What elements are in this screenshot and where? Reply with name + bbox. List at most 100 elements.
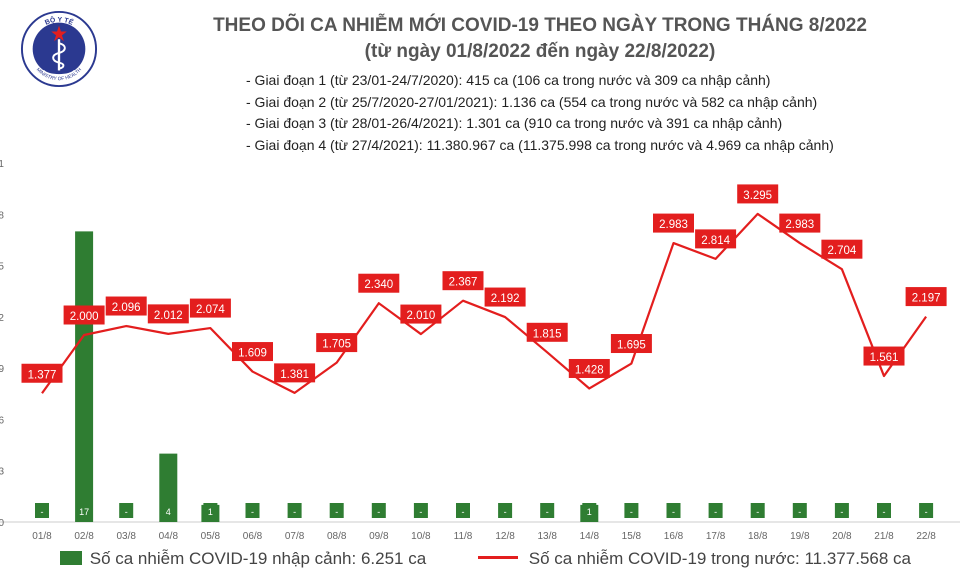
- line-data-label: 1.815: [533, 328, 562, 340]
- x-tick-label: 04/8: [159, 531, 179, 542]
- legend-bar-label: Số ca nhiễm COVID-19 nhập cảnh: 6.251 ca: [89, 549, 427, 568]
- legend-line-label: Số ca nhiễm COVID-19 trong nước: 11.377.…: [528, 549, 911, 568]
- line-label-box: [568, 358, 610, 378]
- line-data-label: 2.074: [196, 304, 225, 316]
- serpent-icon: [52, 42, 66, 70]
- x-tick-label: 19/8: [790, 531, 810, 542]
- bar-data-label: -: [125, 507, 128, 517]
- x-tick-label: 03/8: [116, 531, 136, 542]
- line-label-box: [358, 273, 400, 293]
- x-tick-label: 11/8: [454, 531, 473, 542]
- bar-label-box: [750, 503, 765, 518]
- bar-data-label: -: [714, 507, 717, 517]
- left-axis-tick-label: 0: [0, 518, 4, 529]
- line-data-label: 1.377: [28, 369, 57, 381]
- x-tick-label: 15/8: [622, 531, 642, 542]
- line-data-label: 2.010: [407, 310, 436, 322]
- x-tick-label: 22/8: [916, 531, 936, 542]
- line-label-box: [526, 322, 568, 342]
- line-label-box: [737, 184, 779, 204]
- x-tick-label: 07/8: [285, 531, 305, 542]
- legend-line-swatch: [478, 556, 518, 559]
- x-tick-label: 13/8: [537, 531, 557, 542]
- bar-data-label: -: [41, 507, 44, 517]
- left-axis-tick-label: 12: [0, 313, 4, 324]
- line-data-label: 2.197: [912, 293, 941, 305]
- bar-label-box: [161, 503, 176, 518]
- line-label-box: [610, 334, 652, 354]
- bar-data-label: -: [798, 507, 801, 517]
- bar-data-label: 17: [79, 507, 89, 517]
- x-tick-label: 12/8: [495, 531, 515, 542]
- ministry-of-health-logo: BỘ Y TẾ MINISTRY OF HEALTH: [20, 10, 98, 88]
- period-note: - Giai đoạn 3 (từ 28/01-26/4/2021): 1.30…: [246, 115, 783, 131]
- bar-label-box: [203, 503, 218, 518]
- bar-label-box: [540, 503, 555, 518]
- bar-data-label: -: [925, 507, 928, 517]
- x-tick-label: 05/8: [201, 531, 221, 542]
- line-label-box: [189, 298, 231, 318]
- line-data-label: 2.096: [112, 302, 141, 314]
- line-label-box: [316, 333, 358, 353]
- bar-label-box: [666, 503, 681, 518]
- bar-label-box: [371, 503, 386, 518]
- left-axis-tick-label: 15: [0, 262, 4, 273]
- line-data-label: 1.561: [870, 352, 899, 364]
- line-label-box: [21, 363, 63, 383]
- bar-data-label: -: [630, 507, 633, 517]
- chart-title: THEO DÕI CA NHIỄM MỚI COVID-19 THEO NGÀY…: [213, 15, 867, 36]
- line-label-box: [232, 342, 273, 362]
- staff-icon: [57, 39, 61, 71]
- line-data-label: 2.814: [701, 235, 730, 247]
- line-label-box: [863, 346, 905, 366]
- x-tick-label: 18/8: [748, 531, 768, 542]
- line-label-box: [484, 287, 526, 307]
- bar-label-box: [834, 503, 849, 518]
- bar-label-box: [708, 503, 723, 518]
- line-data-label: 1.381: [280, 369, 309, 381]
- bar: [75, 231, 94, 522]
- line-label-box: [400, 304, 442, 324]
- bar-data-label: -: [840, 507, 843, 517]
- line-label-box: [274, 363, 316, 383]
- bar-data-label: -: [504, 507, 507, 517]
- bar-label-box: [582, 503, 597, 518]
- line-data-label: 2.983: [785, 219, 814, 231]
- bar-label-box: [329, 503, 344, 518]
- bar-data-label: -: [462, 507, 465, 517]
- chart-subtitle: (từ ngày 01/8/2022 đến ngày 22/8/2022): [364, 41, 716, 62]
- period-note: - Giai đoạn 4 (từ 27/4/2021): 11.380.967…: [246, 136, 834, 153]
- line-data-label: 1.705: [322, 339, 351, 351]
- x-tick-label: 10/8: [411, 531, 431, 542]
- line-label-box: [63, 305, 105, 325]
- left-axis-tick-label: 18: [0, 210, 4, 221]
- line-label-box: [779, 213, 821, 233]
- line-label-box: [695, 229, 737, 249]
- x-tick-label: 17/8: [706, 531, 726, 542]
- line-label-box: [442, 271, 484, 291]
- line-data-label: 1.609: [238, 348, 267, 360]
- line-data-label: 3.295: [743, 190, 772, 202]
- bar-data-label: 1: [587, 507, 592, 517]
- x-tick-label: 01/8: [32, 531, 52, 542]
- bar-data-label: -: [546, 507, 549, 517]
- bar-label-box: [498, 503, 513, 518]
- bar-label-box: [792, 503, 807, 518]
- line-label-box: [905, 287, 947, 307]
- bar-data-label: -: [377, 507, 380, 517]
- line-label-box: [147, 304, 189, 324]
- left-axis-tick-label: 9: [0, 364, 4, 375]
- line-data-label: 2.012: [154, 310, 183, 322]
- bar-label-box: [77, 503, 92, 518]
- bar-label-box: [413, 503, 428, 518]
- x-tick-label: 08/8: [327, 531, 347, 542]
- line-data-label: 2.704: [828, 245, 857, 257]
- line-label-box: [653, 213, 694, 233]
- bar-label-box: [245, 503, 260, 518]
- bar-label-box: [919, 503, 934, 518]
- x-tick-label: 06/8: [243, 531, 263, 542]
- bar-data-label: -: [419, 507, 422, 517]
- bar-label-box: [119, 503, 134, 518]
- left-axis-tick-label: 6: [0, 415, 4, 426]
